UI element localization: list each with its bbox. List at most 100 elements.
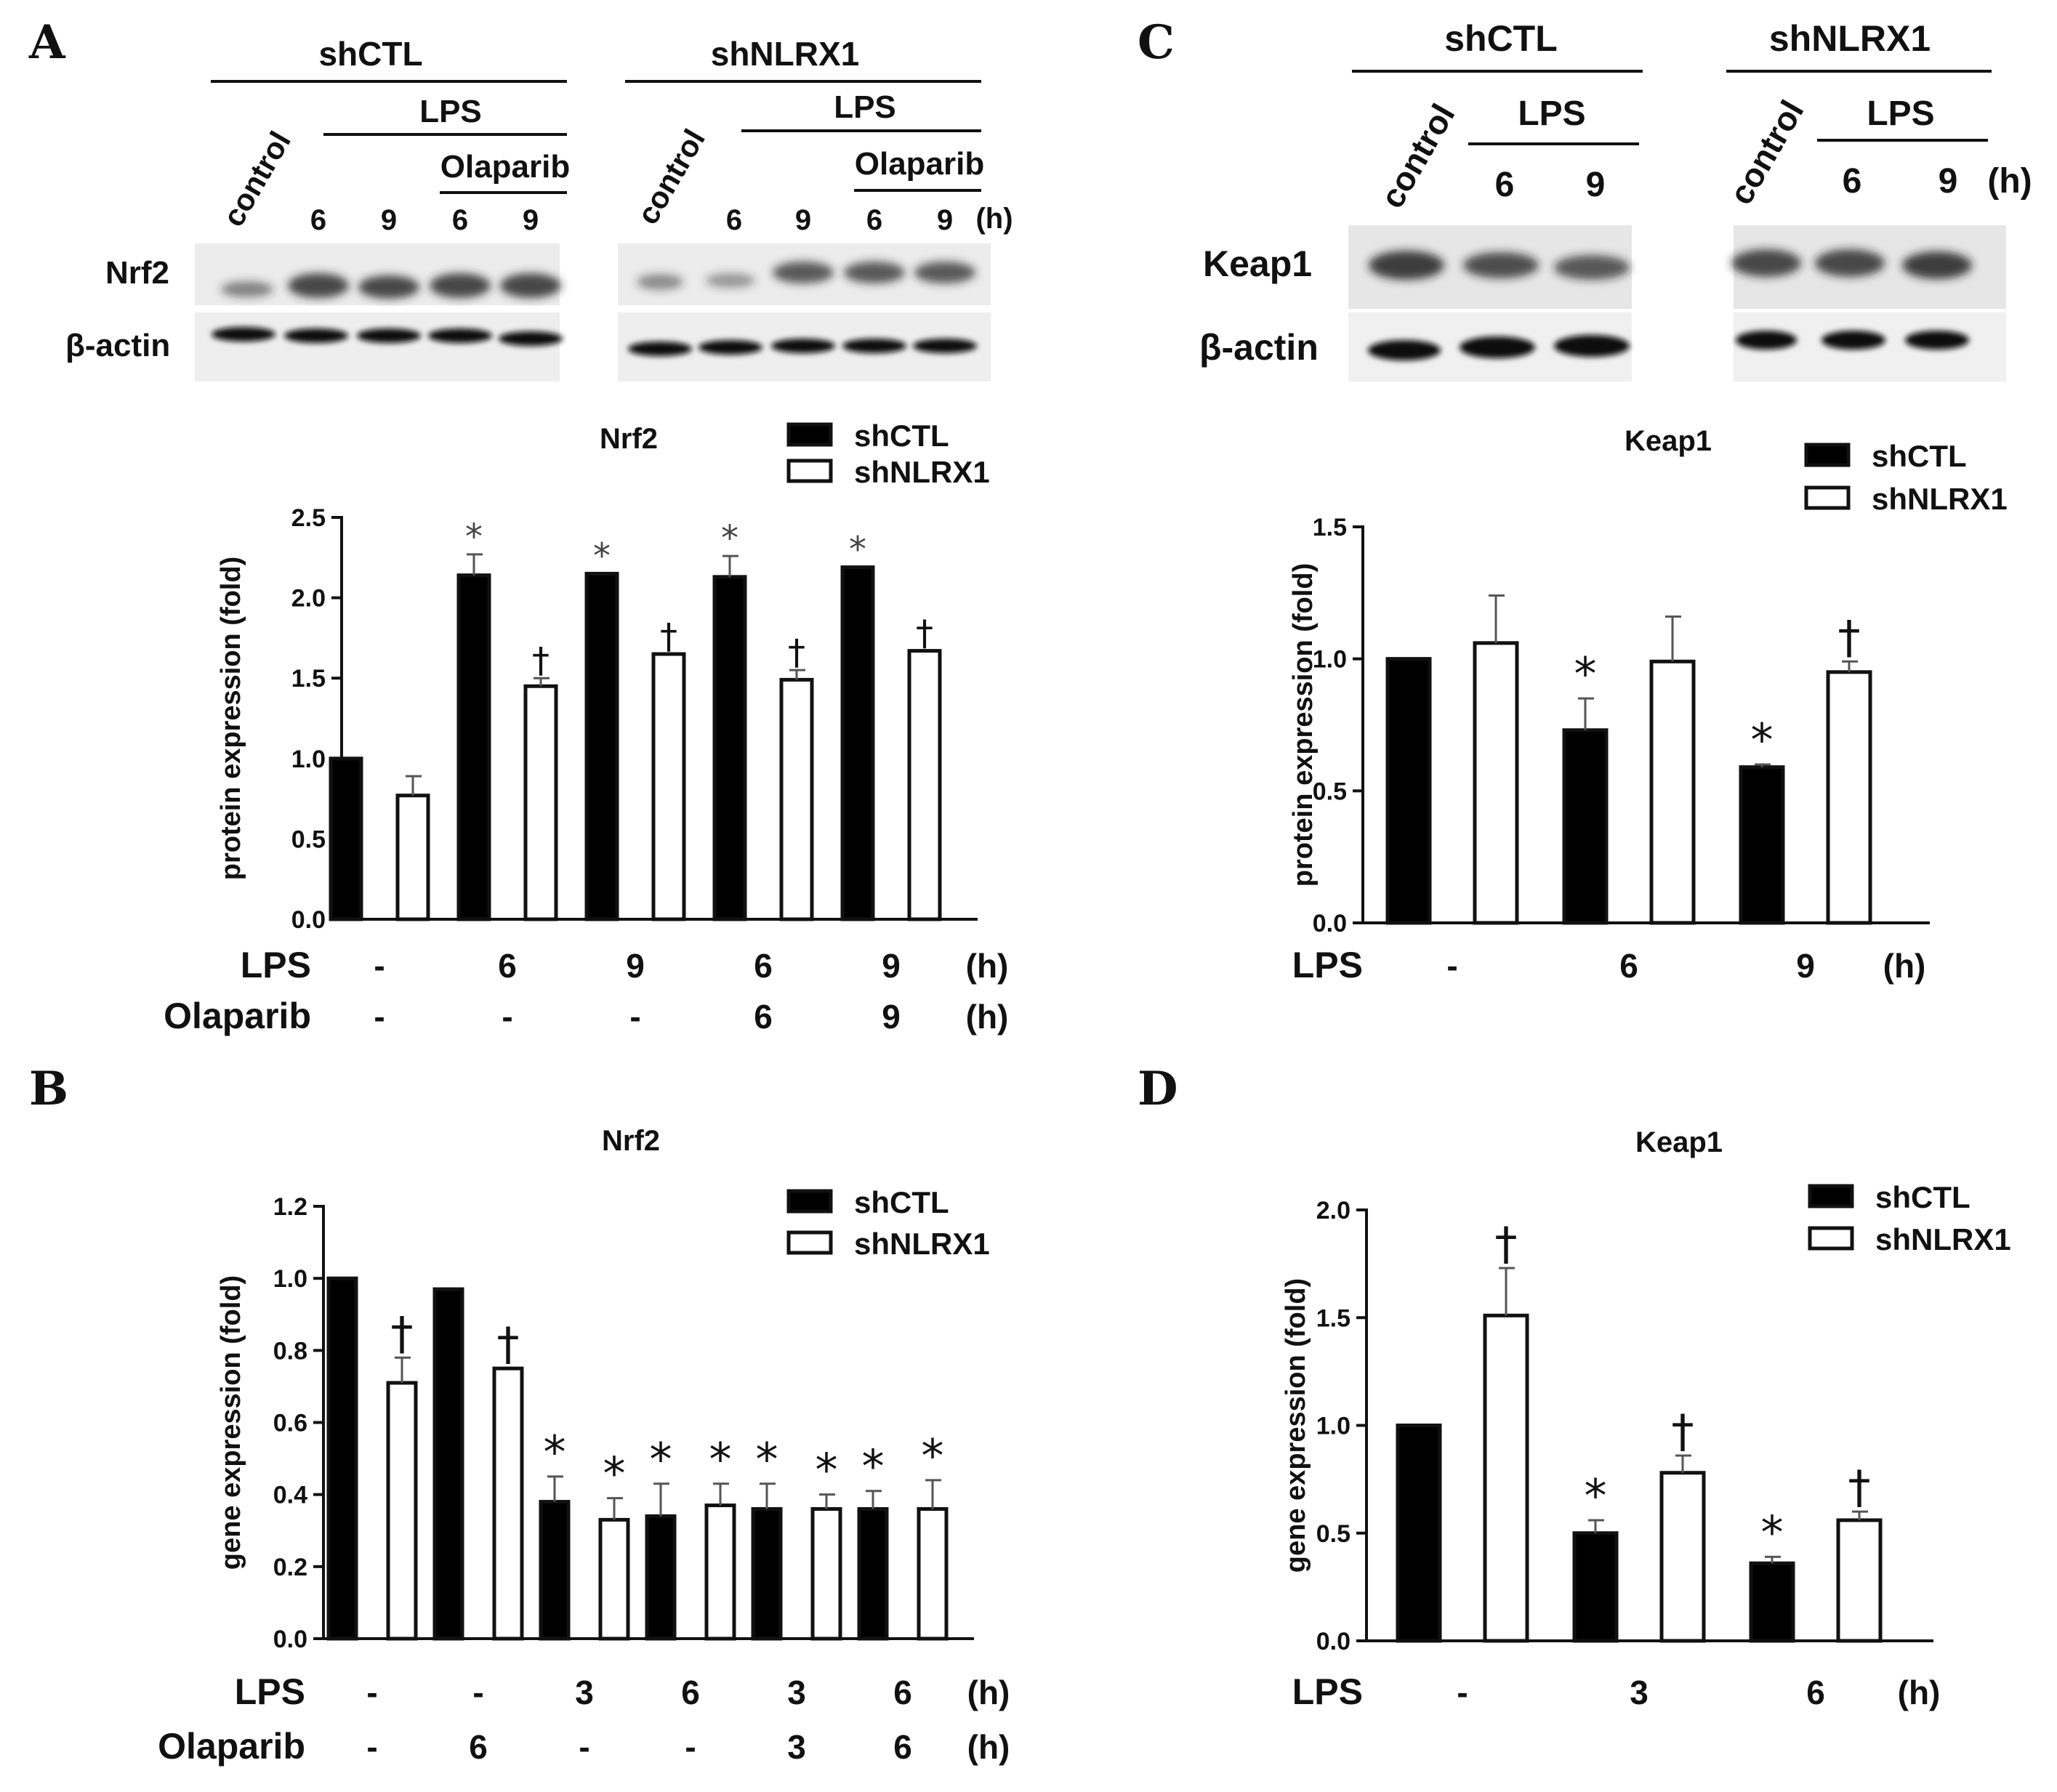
blot-a-lps-label-1: LPS — [419, 94, 482, 129]
condition-row-label: LPS — [241, 945, 311, 985]
y-tick-label: 0.2 — [273, 1554, 307, 1581]
condition-value: 9 — [882, 947, 901, 985]
y-tick-label: 0.4 — [273, 1482, 307, 1509]
legend-swatch-shnlrx1 — [1808, 1226, 1854, 1251]
blot-a-group1-label: shCTL — [318, 35, 422, 73]
bar-shnlrx1 — [1826, 670, 1872, 925]
legend-swatch-shnlrx1 — [786, 459, 833, 483]
blot-a-nrf2-bands — [221, 262, 975, 299]
condition-hours-label: (h) — [967, 1728, 1010, 1766]
blot-c-lane-time: 6 — [1495, 166, 1515, 204]
condition-value: 6 — [754, 947, 773, 985]
blot-c-actin-bands — [1368, 331, 1969, 360]
significance-asterisk: * — [816, 1444, 838, 1497]
blot-c-group1-label: shCTL — [1444, 18, 1558, 59]
blot-c-control-label-2: control — [1722, 94, 1811, 211]
significance-asterisk: * — [756, 1433, 778, 1486]
blot-a-gap — [560, 243, 618, 382]
condition-value: 3 — [575, 1674, 594, 1711]
condition-value: 3 — [1630, 1674, 1649, 1711]
significance-dagger: † — [532, 640, 550, 681]
blot-a-hours-label: (h) — [975, 203, 1013, 235]
blot-c-hours-label: (h) — [1987, 162, 2032, 201]
significance-asterisk: * — [721, 518, 738, 559]
y-tick-label: 0.0 — [291, 906, 326, 934]
condition-row-label: Olaparib — [164, 996, 311, 1036]
significance-asterisk: * — [465, 517, 483, 557]
chart-b: Nrf2 0.0 0.2 0.4 0.6 0.8 1.0 1.2 gene expression… — [216, 1125, 990, 1653]
condition-value: - — [579, 1728, 589, 1766]
condition-value: 9 — [1796, 947, 1815, 985]
blot-a-control-label-2: control — [630, 124, 712, 230]
significance-asterisk: * — [650, 1433, 672, 1486]
blot-a-lane-time: 9 — [381, 204, 397, 236]
y-axis-label: protein expression (fold) — [216, 557, 246, 880]
blot-a-lane-time: 9 — [523, 204, 539, 236]
y-tick-label: 0.8 — [273, 1337, 307, 1365]
bar-shnlrx1 — [1659, 1471, 1706, 1643]
significance-asterisk: * — [1585, 1469, 1607, 1522]
bar-shctl — [751, 1507, 783, 1641]
bar-shnlrx1 — [1836, 1518, 1883, 1643]
y-tick-label: 1.0 — [1313, 646, 1347, 674]
significance-dagger: † — [391, 1307, 414, 1360]
significance-asterisk: * — [593, 536, 611, 576]
blot-a-row2-label: β-actin — [65, 328, 170, 363]
condition-value: - — [472, 1674, 483, 1711]
condition-value: 6 — [498, 947, 517, 985]
condition-row-label: LPS — [235, 1671, 305, 1712]
significance-dagger: † — [497, 1317, 520, 1371]
y-axis-label: gene expression (fold) — [1281, 1278, 1311, 1573]
condition-hours-label: (h) — [966, 998, 1009, 1036]
blot-c-lane-time: 9 — [1939, 162, 1958, 201]
bar-shctl — [712, 575, 747, 921]
significance-dagger: † — [660, 616, 677, 657]
condition-value: - — [366, 1728, 377, 1766]
condition-hours-label: (h) — [1883, 947, 1926, 985]
y-tick-label: 2.5 — [291, 504, 326, 532]
condition-row-label: Olaparib — [158, 1726, 305, 1767]
blot-a-lps-label-2: LPS — [834, 89, 896, 125]
conditions-a: LPS - 6 9 6 9 (h) Olaparib - - - 6 9 (h) — [164, 945, 1008, 1036]
significance-asterisk: * — [544, 1426, 566, 1479]
y-tick-label: 1.2 — [273, 1193, 307, 1221]
blot-a-lane-time: 6 — [866, 204, 882, 236]
bar-shctl — [456, 573, 491, 921]
bar-shnlrx1 — [704, 1504, 736, 1641]
blot-a-olaparib-label-1: Olaparib — [440, 149, 571, 185]
bar-shctl — [432, 1287, 464, 1641]
legend-swatch-shnlrx1 — [1804, 485, 1851, 510]
condition-hours-label: (h) — [966, 947, 1009, 985]
condition-value: 6 — [754, 998, 773, 1036]
legend-label-shctl: shCTL — [1875, 1180, 1971, 1214]
significance-asterisk: * — [922, 1429, 944, 1482]
significance-dagger: † — [916, 613, 933, 654]
blot-c-row2-label: β-actin — [1199, 327, 1319, 368]
bar-shctl — [1739, 765, 1785, 925]
condition-value: 3 — [787, 1728, 806, 1766]
y-tick-label: 1.0 — [273, 1265, 307, 1293]
bar-shctl — [1572, 1531, 1619, 1643]
blot-a-lane-time: 9 — [937, 204, 953, 236]
condition-value: 6 — [1619, 947, 1638, 985]
blot-c-keap1-bands — [1369, 249, 1972, 280]
significance-asterisk: * — [1761, 1506, 1784, 1559]
condition-value: 6 — [469, 1728, 488, 1766]
legend-label-shnlrx1: shNLRX1 — [1872, 482, 2008, 516]
bar-shctl — [1749, 1561, 1795, 1643]
significance-asterisk: * — [603, 1448, 626, 1501]
y-axis-label: protein expression (fold) — [1288, 563, 1319, 887]
conditions-d: LPS - 3 6 (h) — [1292, 1671, 1941, 1712]
bar-shnlrx1 — [1473, 641, 1519, 925]
bar-shnlrx1 — [523, 684, 558, 921]
blot-a-control-label-1: control — [216, 126, 297, 233]
legend-label-shctl: shCTL — [854, 1185, 949, 1219]
legend-swatch-shctl — [786, 422, 833, 447]
bar-shnlrx1 — [386, 1381, 418, 1641]
blot-a-lane-time: 6 — [310, 204, 326, 236]
legend-swatch-shctl — [786, 1189, 833, 1214]
condition-row-label: LPS — [1292, 945, 1363, 985]
blot-a: shCTL shNLRX1 LPS LPS Olaparib Olaparib … — [65, 35, 1013, 382]
significance-dagger: † — [788, 632, 805, 673]
condition-value: - — [1457, 1674, 1468, 1711]
